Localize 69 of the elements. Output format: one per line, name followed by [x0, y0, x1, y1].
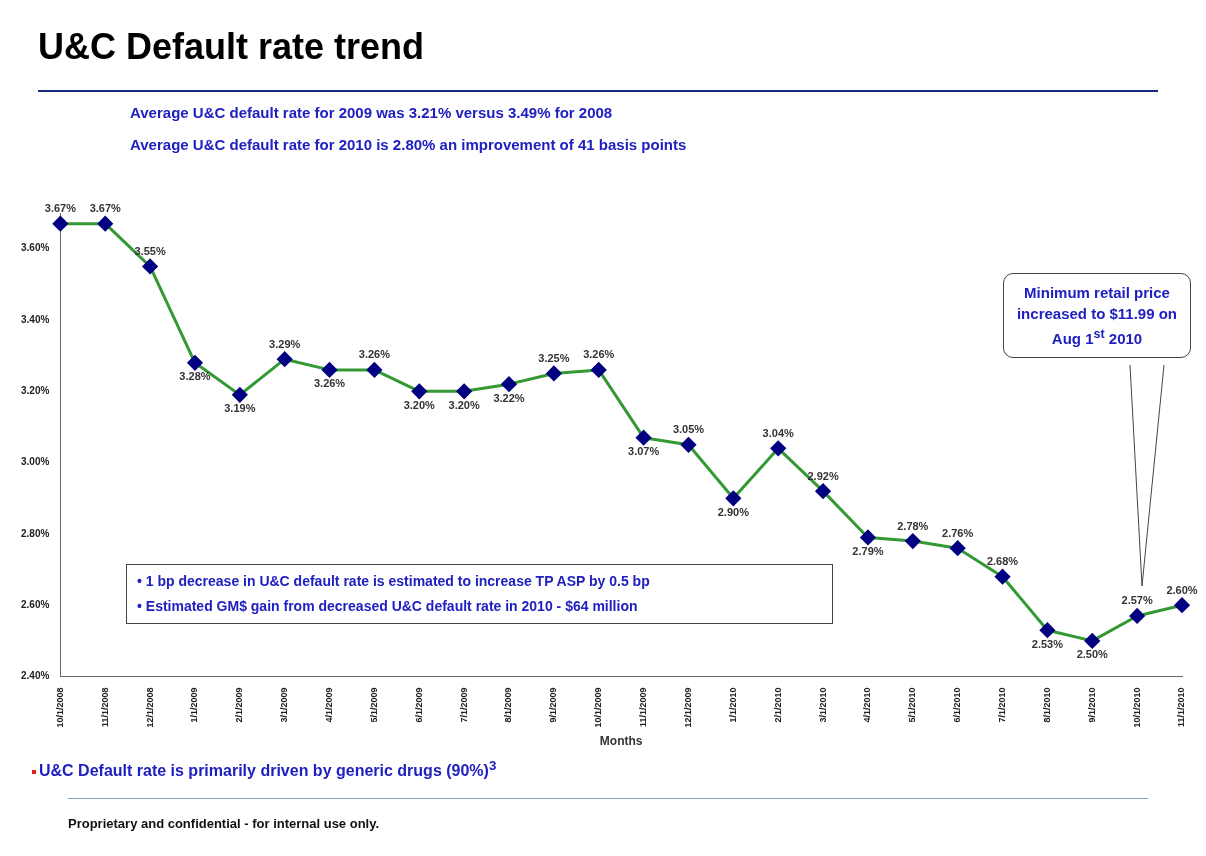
data-label: 3.19%	[224, 402, 256, 415]
y-tick-label: 2.60%	[21, 598, 50, 610]
x-tick-label: 4/1/2010	[862, 687, 873, 723]
data-label: 3.29%	[269, 337, 301, 350]
note-box: • 1 bp decrease in U&C default rate is estimated to increase TP ASP by 0.5 bp • Estimated GM$ gain from decreased U&C default rate in 2010 - $64 million	[126, 564, 833, 624]
x-tick-label: 10/1/2010	[1131, 687, 1142, 728]
x-tick-label: 12/1/2008	[144, 687, 155, 728]
x-tick-label: 1/1/2009	[189, 687, 200, 723]
text: U&C Default rate is primarily driven by generic drugs (90%)$^{3}$	[39, 758, 497, 780]
y-tick-label: 3.60%	[21, 242, 50, 254]
data-label: 2.78%	[897, 519, 929, 532]
data-label: 3.67%	[44, 202, 77, 215]
x-tick-label: 12/1/2009	[682, 687, 693, 728]
data-label: 2.79%	[852, 545, 884, 558]
data-label: 3.07%	[628, 445, 660, 458]
data-label: 3.26%	[313, 377, 346, 390]
x-tick-label: 6/1/2009	[413, 687, 424, 723]
x-tick-label: 6/1/2010	[952, 687, 963, 723]
x-tick-label: 9/1/2009	[548, 687, 559, 723]
x-tick-label: 10/1/2009	[593, 687, 604, 728]
x-tick-label: 3/1/2010	[817, 687, 828, 723]
data-label: 2.57%	[1121, 594, 1153, 607]
data-label: 3.67%	[89, 202, 122, 215]
y-tick-label: 3.00%	[21, 456, 50, 468]
x-tick-label: 1/1/2010	[727, 687, 738, 723]
y-tick-label: 3.40%	[21, 313, 50, 325]
data-label: 2.90%	[717, 505, 750, 518]
text: Average U&C default rate for 2010 is 2.80% an improvement of 41 basis points	[130, 136, 687, 153]
x-tick-label: 11/1/2009	[638, 687, 649, 728]
x-tick-label: 11/1/2010	[1176, 687, 1187, 728]
x-axis-title: Months	[599, 734, 643, 749]
data-label: 2.76%	[942, 526, 974, 539]
annotation: Minimum retail price increased to $11.99 on Aug 1$^{st}$ 2010	[1003, 273, 1191, 358]
data-label: 2.92%	[807, 469, 839, 482]
x-tick-label: 9/1/2010	[1086, 687, 1097, 723]
data-label: 3.26%	[358, 348, 391, 361]
data-label: 3.25%	[538, 351, 570, 364]
x-tick-label: 10/1/2008	[54, 687, 65, 728]
data-label: 3.20%	[448, 398, 480, 411]
chart-title: U&C Default rate trend	[38, 26, 425, 68]
x-tick-label: 8/1/2010	[1041, 687, 1052, 723]
x-tick-label: 5/1/2010	[907, 687, 918, 723]
chart-subtitle: Average U&C default rate for 2009 was 3.21% versus 3.49% for 2008	[130, 104, 613, 121]
data-label: 3.20%	[403, 398, 436, 411]
x-tick-label: 5/1/2009	[368, 687, 379, 723]
data-label: 3.28%	[179, 370, 211, 383]
data-label: 2.53%	[1031, 637, 1064, 650]
y-tick-label: 2.80%	[21, 527, 50, 539]
data-label: 3.26%	[583, 348, 615, 361]
x-tick-label: 4/1/2009	[324, 687, 335, 723]
x-tick-label: 2/1/2010	[772, 687, 783, 723]
text: Proprietary and confidential - for internal use only.	[68, 816, 380, 831]
data-label: 3.04%	[762, 426, 795, 439]
x-tick-label: 11/1/2008	[99, 687, 110, 728]
y-tick-label: 2.40%	[21, 670, 50, 682]
x-tick-label: 7/1/2009	[458, 687, 469, 723]
data-label: 2.50%	[1076, 648, 1109, 661]
data-label: 3.05%	[672, 423, 705, 436]
data-label: 3.22%	[493, 391, 525, 404]
y-tick-label: 3.20%	[21, 385, 50, 397]
x-tick-label: 2/1/2009	[234, 687, 245, 723]
data-label: 2.68%	[986, 555, 1019, 568]
annotation: • 1 bp decrease in U&C default rate is estimated to increase TP ASP by 0.5 bp	[137, 572, 651, 591]
data-label: 2.60%	[1166, 583, 1198, 596]
x-tick-label: 8/1/2009	[503, 687, 514, 723]
x-tick-label: 3/1/2009	[279, 687, 290, 723]
annotation: • Estimated GM$ gain from decreased U&C default rate in 2010 - $64 million	[137, 597, 639, 616]
data-label: 3.55%	[134, 245, 166, 258]
x-tick-label: 7/1/2010	[997, 687, 1008, 723]
